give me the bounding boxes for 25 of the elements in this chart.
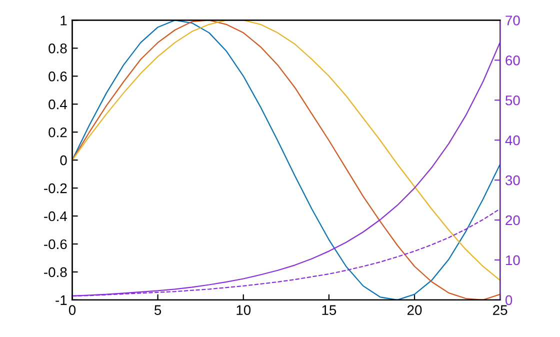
y2-tick-label: 40 [505, 135, 520, 146]
x-tick-label: 10 [236, 305, 251, 315]
y-tick-label: 1 [60, 16, 67, 26]
y-tick-label: -0.6 [44, 239, 67, 250]
y-tick-label: -0.8 [44, 267, 67, 278]
y2-tick-label: 30 [505, 175, 520, 186]
y-tick-label: 0 [60, 155, 67, 166]
x-tick-label: 20 [407, 305, 422, 315]
y-tick-label: 0.2 [48, 127, 67, 138]
y2-tick-label: 0 [505, 295, 512, 306]
y2-tick-label: 10 [506, 255, 520, 266]
y2-tick-label: 70 [506, 16, 520, 26]
y2-tick-label: 20 [506, 215, 520, 226]
y-tick-label: -0.2 [44, 183, 67, 194]
y2-tick-label: 60 [506, 56, 520, 66]
y-tick-label: 0.8 [48, 44, 67, 54]
x-tick-label: 0 [68, 305, 76, 315]
x-tick-label: 15 [322, 305, 336, 315]
x-tick-label: 25 [493, 305, 508, 315]
y-tick-label: -1 [56, 295, 67, 305]
y-tick-label: -0.4 [44, 211, 67, 222]
y2-tick-label: 50 [505, 95, 520, 106]
x-tick-label: 5 [154, 305, 162, 315]
y-tick-label: 0.6 [48, 71, 67, 82]
y-tick-label: 0.4 [48, 99, 67, 110]
